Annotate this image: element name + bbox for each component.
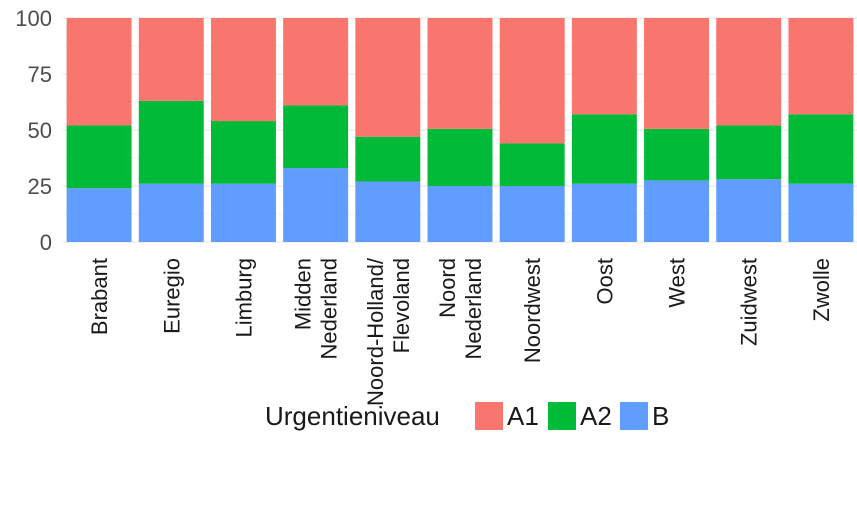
bar-segment-a2-4 bbox=[355, 136, 421, 182]
bar-segment-b-1 bbox=[138, 183, 204, 242]
bar-segment-a2-6 bbox=[499, 143, 565, 186]
bar-segment-a1-4 bbox=[355, 18, 421, 137]
bar-segment-b-4 bbox=[355, 181, 421, 242]
legend-key-b bbox=[620, 402, 648, 430]
x-tick-label-line: Nederland bbox=[317, 258, 342, 360]
bar-segment-b-9 bbox=[716, 179, 782, 242]
bar-segment-a1-6 bbox=[499, 18, 565, 144]
legend-title: Urgentieniveau bbox=[265, 401, 440, 431]
x-tick-label-line: Zuidwest bbox=[737, 258, 762, 346]
bar-segment-a2-10 bbox=[788, 114, 854, 184]
bar-segment-a1-9 bbox=[716, 18, 782, 126]
bar-segment-b-2 bbox=[210, 183, 276, 242]
x-tick-label-line: Flevoland bbox=[389, 258, 414, 353]
bar-segment-b-6 bbox=[499, 186, 565, 242]
legend-key-a2 bbox=[548, 402, 576, 430]
bar-segment-b-8 bbox=[644, 180, 710, 242]
bar-segment-a1-2 bbox=[210, 18, 276, 122]
y-tick-label: 100 bbox=[15, 6, 52, 31]
x-tick-label-line: Noordwest bbox=[520, 258, 545, 363]
bar-stacks bbox=[66, 18, 854, 242]
bar-segment-a2-9 bbox=[716, 125, 782, 180]
bar-segment-a1-1 bbox=[138, 18, 204, 101]
bar-segment-a2-7 bbox=[571, 114, 637, 184]
x-tick-label-line: West bbox=[665, 258, 690, 308]
bar-segment-a1-5 bbox=[427, 18, 493, 129]
x-tick-label: MiddenNederland bbox=[291, 258, 342, 360]
x-tick-label-line: Euregio bbox=[159, 258, 184, 334]
x-tick-label-line: Brabant bbox=[87, 258, 112, 335]
bar-segment-a1-7 bbox=[571, 18, 637, 115]
legend-label-b: B bbox=[652, 401, 669, 431]
legend-label-a1: A1 bbox=[507, 401, 539, 431]
legend-label-a2: A2 bbox=[580, 401, 612, 431]
bar-segment-b-0 bbox=[66, 188, 132, 242]
x-tick-label: Euregio bbox=[159, 258, 184, 334]
x-tick-label: Zwolle bbox=[809, 258, 834, 322]
bar-segment-a1-8 bbox=[644, 18, 710, 129]
y-tick-label: 25 bbox=[28, 174, 52, 199]
bar-segment-a1-0 bbox=[66, 18, 132, 126]
bar-segment-a2-3 bbox=[283, 105, 349, 169]
x-tick-label: Noordwest bbox=[520, 258, 545, 363]
bar-segment-a2-1 bbox=[138, 100, 204, 184]
y-tick-label: 50 bbox=[28, 118, 52, 143]
bar-segment-b-5 bbox=[427, 186, 493, 242]
x-tick-label: Zuidwest bbox=[737, 258, 762, 346]
x-tick-label-line: Noord bbox=[435, 258, 460, 318]
bar-segment-a2-2 bbox=[210, 121, 276, 184]
x-tick-label: Brabant bbox=[87, 258, 112, 335]
bar-segment-b-7 bbox=[571, 183, 637, 242]
legend: Urgentieniveau A1 A2 B bbox=[265, 401, 669, 431]
x-tick-label: NoordNederland bbox=[435, 258, 486, 360]
x-tick-label-line: Nederland bbox=[461, 258, 486, 360]
y-tick-label: 0 bbox=[40, 230, 52, 255]
y-tick-label: 75 bbox=[28, 62, 52, 87]
x-tick-label: Limburg bbox=[231, 258, 256, 337]
legend-key-a1 bbox=[475, 402, 503, 430]
x-tick-label-line: Oost bbox=[592, 258, 617, 304]
x-tick-label: Oost bbox=[592, 258, 617, 304]
bar-segment-a1-3 bbox=[283, 18, 349, 106]
bar-segment-a1-10 bbox=[788, 18, 854, 115]
x-tick-label-line: Limburg bbox=[231, 258, 256, 337]
bar-segment-b-10 bbox=[788, 183, 854, 242]
x-tick-label-line: Midden bbox=[291, 258, 316, 330]
x-tick-label: Noord-Holland/Flevoland bbox=[363, 257, 414, 406]
bar-segment-a2-8 bbox=[644, 128, 710, 181]
x-tick-label: West bbox=[665, 258, 690, 308]
bar-segment-a2-5 bbox=[427, 128, 493, 186]
x-tick-label-line: Zwolle bbox=[809, 258, 834, 322]
x-tick-label-line: Noord-Holland/ bbox=[363, 257, 388, 406]
bar-segment-a2-0 bbox=[66, 125, 132, 189]
x-axis: Brabant Euregio Limburg MiddenNederland Noor… bbox=[87, 257, 834, 406]
bar-segment-b-3 bbox=[283, 168, 349, 242]
y-axis: 0 25 50 75 100 bbox=[15, 6, 52, 255]
